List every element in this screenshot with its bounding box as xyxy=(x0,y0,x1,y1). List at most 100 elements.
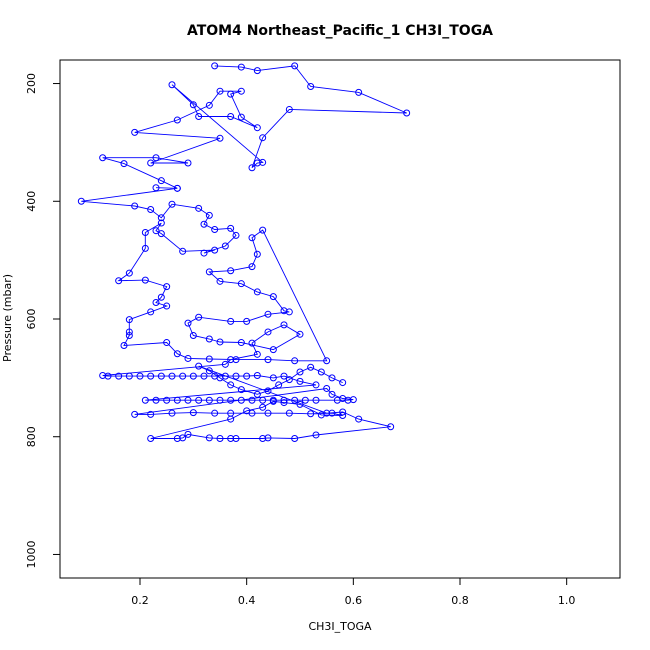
data-point xyxy=(253,67,261,75)
data-point xyxy=(120,160,128,168)
data-point xyxy=(184,354,192,362)
y-axis: 200 400 600 800 1000 xyxy=(25,73,60,568)
data-point xyxy=(339,408,347,416)
data-point xyxy=(237,396,245,404)
data-point xyxy=(179,372,187,380)
data-point xyxy=(195,204,203,212)
data-point xyxy=(216,87,224,95)
data-point xyxy=(141,228,149,236)
data-point xyxy=(264,434,272,442)
data-point xyxy=(173,350,181,358)
data-point xyxy=(157,293,165,301)
plot-frame xyxy=(59,59,621,579)
data-point xyxy=(147,410,155,418)
data-point xyxy=(259,434,267,442)
data-point xyxy=(285,409,293,417)
data-point xyxy=(227,381,235,389)
series-line xyxy=(81,65,407,439)
data-point xyxy=(227,396,235,404)
x-tick-label: 0.8 xyxy=(451,594,469,607)
data-point xyxy=(125,331,133,339)
data-point xyxy=(200,372,208,380)
data-point xyxy=(205,355,213,363)
data-point xyxy=(259,226,267,234)
data-point xyxy=(227,90,235,98)
data-point xyxy=(147,206,155,214)
data-point xyxy=(248,339,256,347)
data-point xyxy=(237,87,245,95)
data-point xyxy=(259,396,267,404)
data-point xyxy=(232,372,240,380)
data-point xyxy=(259,134,267,142)
data-point xyxy=(189,101,197,109)
data-point xyxy=(131,128,139,136)
data-point xyxy=(264,356,272,364)
data-point xyxy=(157,230,165,238)
data-point xyxy=(168,409,176,417)
data-point xyxy=(120,341,128,349)
data-point xyxy=(339,379,347,387)
data-point xyxy=(264,387,272,395)
data-point xyxy=(232,231,240,239)
data-point xyxy=(227,356,235,364)
data-point xyxy=(237,280,245,288)
data-point xyxy=(157,177,165,185)
data-point xyxy=(253,390,261,398)
data-point xyxy=(355,415,363,423)
data-point xyxy=(227,317,235,325)
data-point xyxy=(264,409,272,417)
data-point xyxy=(264,328,272,336)
data-point xyxy=(301,396,309,404)
data-point xyxy=(104,372,112,380)
data-series xyxy=(77,62,411,442)
data-point xyxy=(307,82,315,90)
data-point xyxy=(296,330,304,338)
data-point xyxy=(205,335,213,343)
x-axis-label: CH3I_TOGA xyxy=(308,620,372,633)
data-point xyxy=(355,88,363,96)
data-point xyxy=(216,134,224,142)
data-point xyxy=(157,214,165,222)
data-point xyxy=(275,381,283,389)
data-point xyxy=(141,276,149,284)
data-point xyxy=(163,302,171,310)
data-point xyxy=(152,184,160,192)
data-point xyxy=(147,434,155,442)
x-axis: 0.2 0.4 0.6 0.8 1.0 xyxy=(131,578,575,607)
data-point xyxy=(328,409,336,417)
y-axis-label: Pressure (mbar) xyxy=(1,274,14,362)
data-point xyxy=(248,396,256,404)
data-point xyxy=(269,374,277,382)
data-point xyxy=(291,357,299,365)
data-point xyxy=(285,308,293,316)
data-point xyxy=(253,250,261,258)
data-point xyxy=(296,400,304,408)
data-point xyxy=(296,377,304,385)
data-point xyxy=(184,430,192,438)
data-point xyxy=(99,372,107,380)
data-point xyxy=(339,394,347,402)
data-point xyxy=(173,184,181,192)
data-point xyxy=(323,409,331,417)
data-point xyxy=(195,396,203,404)
data-point xyxy=(131,202,139,210)
data-point xyxy=(195,362,203,370)
data-point xyxy=(253,372,261,380)
data-point xyxy=(147,159,155,167)
data-point xyxy=(291,434,299,442)
data-point xyxy=(243,317,251,325)
x-tick-label: 1.0 xyxy=(558,594,576,607)
data-point xyxy=(216,434,224,442)
data-point xyxy=(216,338,224,346)
data-point xyxy=(328,390,336,398)
data-point xyxy=(312,396,320,404)
data-point xyxy=(253,288,261,296)
data-point xyxy=(163,396,171,404)
chart-title: ATOM4 Northeast_Pacific_1 CH3I_TOGA xyxy=(187,23,493,39)
data-point xyxy=(125,328,133,336)
data-point xyxy=(253,159,261,167)
y-tick-label: 1000 xyxy=(25,540,38,568)
data-point xyxy=(232,356,240,364)
data-point xyxy=(291,62,299,70)
data-point xyxy=(205,268,213,276)
